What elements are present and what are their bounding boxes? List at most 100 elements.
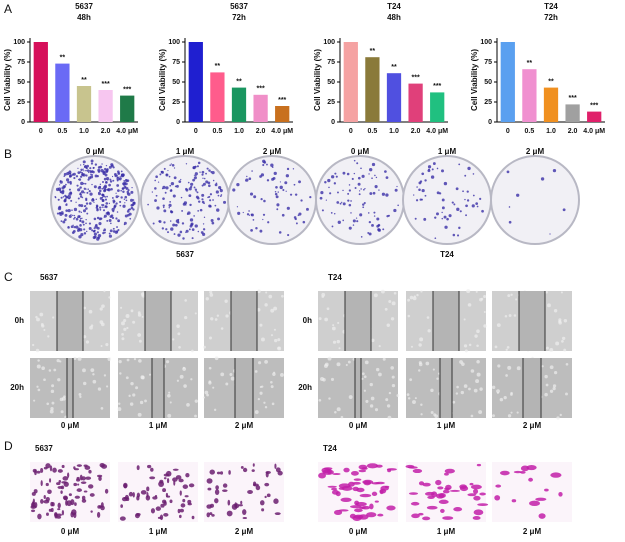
cell [496,323,501,327]
colony [79,224,82,227]
wound-gap [355,358,361,418]
colony [300,199,303,202]
cell [270,308,275,313]
x-tick-label: 0.5 [58,128,68,135]
cell [184,299,187,302]
cell [82,368,86,373]
colony [347,199,350,202]
cell [391,375,395,379]
colony [188,194,192,198]
cell [32,498,35,505]
cell [57,502,61,509]
colony [506,170,510,174]
colony [324,180,327,184]
colony [273,171,277,175]
cell [100,322,105,327]
cell [140,490,147,495]
cell [495,484,502,488]
colony [169,200,172,203]
colony [432,162,436,165]
cell [59,397,64,402]
cell [60,410,64,414]
cell [375,464,383,468]
colony [203,177,206,180]
significance-label: ** [236,78,242,85]
cell [268,294,273,299]
cell [513,470,522,474]
colony [177,233,181,237]
colony [336,191,339,194]
colony [354,186,357,189]
cell [444,487,451,491]
x-tick-label: 2.0 [411,128,421,135]
cell [257,289,261,294]
colony [364,187,366,190]
colony [350,212,352,214]
cell [410,345,414,348]
colony [302,220,306,224]
cell [390,366,394,370]
colony [293,183,296,186]
colony [69,176,71,178]
significance-label: ** [81,77,87,84]
cell [88,309,93,314]
colony [418,181,422,185]
cell [259,391,263,395]
colony [248,177,252,181]
cell [516,411,519,414]
colony [155,194,158,197]
dish [140,155,230,245]
cell [36,470,41,474]
cell [561,340,564,343]
cell [40,468,44,473]
colony [277,191,279,193]
colony [441,206,445,210]
cell [341,485,353,491]
cell [172,477,178,482]
colony [80,190,85,194]
colony [161,187,164,190]
colony [112,227,115,230]
cell [179,490,182,496]
cell [46,512,49,516]
cell [179,508,184,513]
colony [127,192,131,196]
cell [264,303,268,307]
colony [342,219,345,222]
colony [201,184,204,187]
cell [141,375,145,380]
y-tick-label: 0 [176,119,180,126]
cell [179,374,184,379]
cell [331,487,338,491]
cell [553,309,558,313]
colony [476,205,479,208]
colony [331,225,334,228]
x-tick-label: 0 [349,128,353,135]
cell [261,508,265,512]
cell [101,304,105,309]
panel-label: C [4,270,13,284]
y-tick-label: 50 [172,79,180,86]
colony [123,221,127,225]
colony [122,190,125,193]
cell [45,482,49,487]
cell [165,492,169,498]
cell [83,381,87,386]
colony [377,228,381,232]
colony [421,172,425,176]
cell [77,483,80,486]
cell [60,485,65,490]
cell [90,324,94,327]
bar [253,94,268,122]
dose-label: 1 μM [149,421,168,430]
cell [172,338,175,341]
cell [418,481,425,486]
colony [85,207,88,210]
cell [544,392,548,397]
cell [507,294,511,298]
cell [273,328,276,331]
cell [107,357,112,361]
colony [130,206,134,210]
x-tick-label: 0 [194,128,198,135]
colony [197,209,200,212]
